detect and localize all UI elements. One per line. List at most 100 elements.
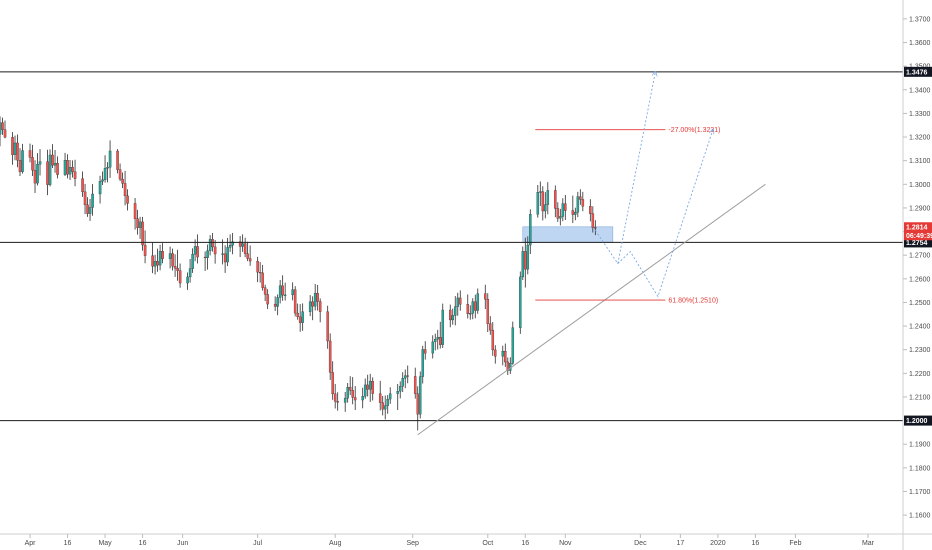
candle-body bbox=[206, 250, 209, 258]
price-tick-label: 1.2100 bbox=[909, 394, 931, 401]
candle-body bbox=[118, 169, 122, 180]
candle-body bbox=[318, 301, 322, 312]
candle-body bbox=[208, 239, 212, 251]
candle-body bbox=[86, 204, 89, 214]
candle-body bbox=[386, 398, 389, 406]
candle-body bbox=[156, 261, 159, 266]
candle-body bbox=[63, 160, 67, 175]
candle-body bbox=[46, 161, 49, 185]
candle-body bbox=[226, 247, 229, 263]
projection-path bbox=[617, 72, 656, 264]
candle-body bbox=[143, 244, 147, 256]
candle-body bbox=[366, 384, 369, 390]
candle-body bbox=[581, 199, 585, 207]
candle-body bbox=[541, 191, 545, 212]
candle-body bbox=[278, 285, 282, 298]
candle-body bbox=[433, 339, 437, 343]
time-tick-label: May bbox=[98, 540, 112, 547]
candle-body bbox=[348, 387, 352, 391]
candle-body bbox=[361, 396, 364, 401]
candle-body bbox=[546, 190, 550, 205]
candle-body bbox=[231, 241, 234, 246]
candle-body bbox=[133, 203, 137, 219]
candle-body bbox=[178, 270, 182, 284]
price-tick-label: 1.3100 bbox=[909, 158, 931, 165]
candle-body bbox=[313, 293, 317, 307]
time-tick-label: 16 bbox=[521, 540, 529, 547]
candle-body bbox=[459, 297, 462, 305]
price-tick-label: 1.2400 bbox=[909, 324, 931, 331]
candle-body bbox=[238, 241, 242, 247]
candle-body bbox=[486, 298, 490, 324]
candle-body bbox=[71, 167, 74, 172]
fib-level-label: 61.80%(1.2510) bbox=[668, 298, 718, 305]
level-price-badge-label: 1.3476 bbox=[906, 69, 928, 76]
candle-body bbox=[509, 363, 512, 371]
candle-body bbox=[431, 341, 434, 354]
candle-body bbox=[293, 289, 297, 314]
candle-body bbox=[544, 204, 547, 212]
supply-demand-zone bbox=[522, 226, 614, 243]
candle-body bbox=[353, 397, 357, 401]
candle-body bbox=[51, 154, 54, 166]
candle-body bbox=[296, 312, 299, 318]
candle-body bbox=[494, 349, 497, 357]
time-tick-label: Oct bbox=[482, 540, 493, 547]
candle-body bbox=[589, 206, 592, 214]
projection-path bbox=[594, 130, 713, 298]
level-price-badge bbox=[904, 237, 932, 248]
candle-body bbox=[98, 181, 102, 195]
candle-body bbox=[511, 327, 515, 364]
candle-body bbox=[421, 349, 424, 377]
candle-body bbox=[469, 313, 472, 315]
candle-body bbox=[281, 285, 284, 296]
candle-body bbox=[228, 245, 232, 248]
time-tick-label: Feb bbox=[789, 540, 801, 547]
candle-body bbox=[559, 216, 562, 219]
candle-body bbox=[123, 183, 127, 197]
time-tick-label: Dec bbox=[634, 540, 647, 547]
candle-body bbox=[18, 160, 22, 172]
candle-body bbox=[73, 171, 77, 179]
candle-body bbox=[343, 397, 347, 403]
candle-body bbox=[258, 272, 262, 274]
candle-body bbox=[243, 243, 247, 254]
price-tick-label: 1.2200 bbox=[909, 371, 931, 378]
candle-body bbox=[594, 227, 597, 229]
candle-body bbox=[574, 212, 577, 215]
candle-body bbox=[108, 150, 112, 168]
candle-body bbox=[383, 405, 387, 410]
candle-body bbox=[66, 160, 69, 175]
candle-body bbox=[311, 301, 314, 307]
candle-body bbox=[451, 315, 455, 321]
candle-body bbox=[3, 129, 7, 138]
price-tick-label: 1.1700 bbox=[909, 489, 931, 496]
candle-body bbox=[191, 254, 194, 269]
candle-body bbox=[158, 251, 162, 266]
candle-body bbox=[103, 168, 107, 180]
price-tick-label: 1.3600 bbox=[909, 40, 931, 47]
time-tick-label: Mar bbox=[862, 540, 875, 547]
candle-body bbox=[261, 272, 264, 288]
candle-body bbox=[176, 268, 179, 271]
level-price-badge-label: 1.2000 bbox=[906, 418, 928, 425]
candle-body bbox=[121, 178, 124, 184]
zone-layer bbox=[522, 226, 614, 243]
price-tick-label: 1.2300 bbox=[909, 347, 931, 354]
time-tick-label: 16 bbox=[752, 540, 760, 547]
candle-body bbox=[138, 221, 142, 228]
current-price-badge-label: 1.2814 bbox=[906, 225, 928, 232]
time-tick-label: Jul bbox=[253, 540, 262, 547]
candle-body bbox=[466, 304, 470, 314]
candle-body bbox=[401, 378, 404, 387]
candle-body bbox=[223, 253, 227, 263]
price-tick-label: 1.3200 bbox=[909, 135, 931, 142]
candle-body bbox=[153, 261, 157, 267]
candle-body bbox=[521, 251, 525, 278]
price-tick-label: 1.3000 bbox=[909, 182, 931, 189]
ascending-trendline bbox=[417, 183, 766, 436]
